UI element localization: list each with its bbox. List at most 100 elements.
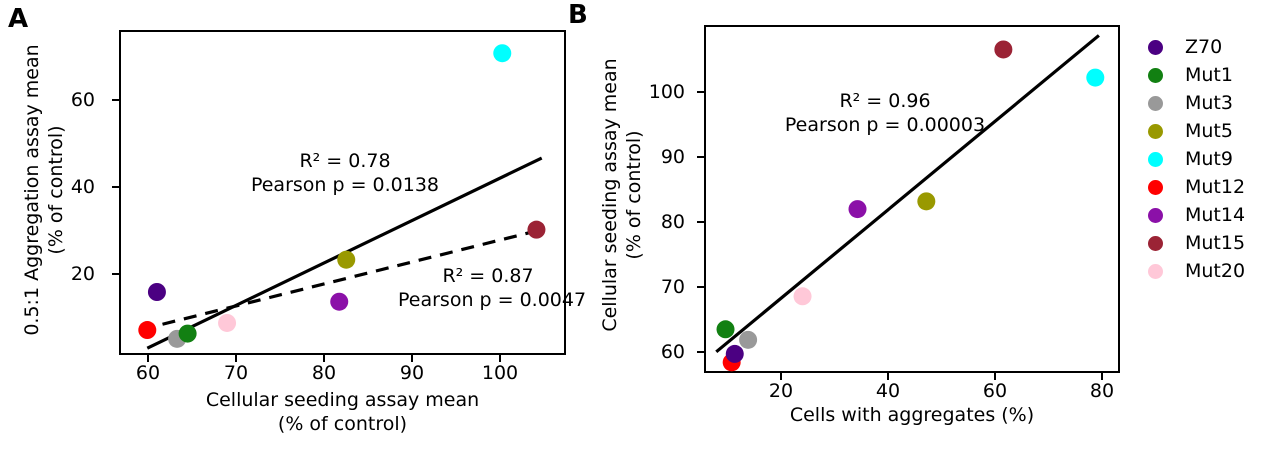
legend-item-label: Mut20 [1185, 260, 1246, 282]
panel-b-annotation: R² = 0.96 Pearson p = 0.00003 [760, 90, 1010, 138]
panel-b-annot-p: Pearson p = 0.00003 [784, 113, 986, 136]
legend-item-label: Mut15 [1185, 232, 1246, 254]
legend-item-mut20[interactable]: Mut20 [1148, 257, 1245, 285]
panel-b-ytick-3: 90 [660, 146, 685, 168]
panel-a-xtick-3: 90 [399, 362, 425, 384]
panel-b-annot-r2: R² = 0.96 [839, 90, 931, 112]
panel-a-xtick-0: 60 [135, 362, 161, 384]
panel-a-xtick-mark-0 [147, 355, 149, 362]
panel-b-plot-svg [715, 34, 1105, 372]
panel-a-annotation-solid: R² = 0.78 Pearson p = 0.0138 [230, 150, 460, 198]
legend-item-label: Mut12 [1185, 176, 1246, 198]
panel-b-ytick-1: 70 [660, 276, 685, 298]
legend-item-label: Mut14 [1185, 204, 1246, 226]
panel-a-xlabel-line2: (% of control) [277, 413, 408, 435]
data-point-mut20[interactable] [218, 313, 237, 332]
panel-b-ytick-2: 80 [660, 211, 685, 233]
panel-a-annot-dashed-r2: R² = 0.87 [442, 265, 534, 287]
legend-marker-icon [1148, 235, 1163, 251]
panel-a-xtick-1: 70 [223, 362, 249, 384]
data-point-mut9[interactable] [1086, 68, 1105, 87]
data-point-mut1[interactable] [716, 320, 735, 339]
panel-b-ytick-4: 100 [648, 81, 685, 103]
legend-item-z70[interactable]: Z70 [1148, 33, 1245, 61]
panel-b-ytick-mark-3 [697, 156, 704, 158]
panel-b-plot-area [704, 25, 1120, 373]
legend-marker-icon [1148, 263, 1163, 279]
panel-a-ytick-mark-1 [112, 186, 119, 188]
legend-marker-icon [1148, 95, 1163, 111]
legend-marker-icon [1148, 207, 1163, 223]
data-point-mut12[interactable] [138, 321, 157, 340]
data-point-mut9[interactable] [493, 44, 512, 63]
panel-b-ytick-0: 60 [660, 341, 685, 363]
panel-b-letter: B [568, 0, 588, 30]
panel-a-ytick-mark-0 [112, 273, 119, 275]
legend-item-mut5[interactable]: Mut5 [1148, 117, 1245, 145]
data-point-mut5[interactable] [917, 192, 936, 211]
panel-b-ytick-mark-4 [697, 91, 704, 93]
data-point-mut15[interactable] [994, 40, 1013, 59]
panel-a-annot-solid-r2: R² = 0.78 [299, 150, 391, 172]
data-point-mut15[interactable] [527, 220, 546, 239]
legend-item-label: Mut9 [1185, 148, 1233, 170]
panel-a-xtick-mark-2 [323, 355, 325, 362]
data-point-z70[interactable] [147, 283, 166, 301]
panel-a-letter: A [8, 4, 29, 34]
legend-item-label: Mut3 [1185, 92, 1233, 114]
legend-item-mut1[interactable]: Mut1 [1148, 61, 1245, 89]
panel-b-ytick-mark-0 [697, 351, 704, 353]
data-point-mut20[interactable] [793, 287, 812, 306]
panel-b-xlabel: Cells with aggregates (%) [789, 404, 1035, 426]
legend-marker-icon [1148, 179, 1163, 195]
legend-item-mut9[interactable]: Mut9 [1148, 145, 1245, 173]
legend-marker-icon [1148, 39, 1163, 55]
data-point-mut3[interactable] [739, 330, 758, 349]
data-point-mut14[interactable] [330, 292, 349, 311]
panel-a-xtick-4: 100 [481, 362, 519, 384]
legend-marker-icon [1148, 67, 1163, 83]
legend-item-mut3[interactable]: Mut3 [1148, 89, 1245, 117]
legend-item-label: Mut1 [1185, 64, 1233, 86]
panel-b-ytick-mark-1 [697, 286, 704, 288]
data-point-mut1[interactable] [178, 324, 197, 343]
panel-b-ytick-mark-2 [697, 221, 704, 223]
panel-a-annot-dashed-p: Pearson p = 0.0047 [398, 288, 587, 311]
panel-a-ytick-0: 20 [70, 263, 95, 285]
legend: Z70 Mut1 Mut3 Mut5 Mut9 Mut12 Mut14 Mut15 Mut20 [1148, 33, 1245, 285]
data-point-mut14[interactable] [848, 200, 867, 219]
panel-a-plot-area [119, 30, 566, 355]
panel-b-xtick-mark-1 [887, 373, 889, 380]
panel-a-xtick-2: 80 [311, 362, 337, 384]
panel-a-annot-solid-p: Pearson p = 0.0138 [250, 173, 440, 196]
panel-b-xtick-3: 80 [1089, 380, 1115, 402]
legend-item-mut15[interactable]: Mut15 [1148, 229, 1245, 257]
panel-a-ytick-2: 60 [70, 89, 95, 111]
regression-line-dashed [140, 228, 541, 332]
panel-a-xtick-mark-1 [235, 355, 237, 362]
panel-b-xtick-2: 60 [982, 380, 1008, 402]
legend-item-label: Z70 [1185, 36, 1223, 58]
panel-a-ytick-1: 40 [70, 176, 95, 198]
panel-b-ylabel-line1: Cellular seeding assay mean [599, 58, 621, 332]
legend-item-mut12[interactable]: Mut12 [1148, 173, 1245, 201]
panel-b-xtick-mark-3 [1101, 373, 1103, 380]
legend-marker-icon [1148, 151, 1163, 167]
regression-line-solid [715, 34, 1100, 354]
panel-a-xtick-mark-3 [411, 355, 413, 362]
data-point-z70[interactable] [725, 344, 744, 363]
panel-b-ylabel-line2: (% of control) [623, 130, 645, 260]
panel-a-plot-svg [138, 44, 546, 350]
legend-marker-icon [1148, 123, 1163, 139]
panel-a-ytick-mark-2 [112, 99, 119, 101]
panel-a-xlabel-line1: Cellular seeding assay mean [205, 389, 480, 411]
legend-item-label: Mut5 [1185, 120, 1233, 142]
panel-a-annotation-dashed: R² = 0.87 Pearson p = 0.0047 [398, 265, 587, 313]
panel-a-xtick-mark-4 [499, 355, 501, 362]
panel-a-ylabel-line1: 0.5:1 Aggregation assay mean [21, 44, 43, 336]
panel-b-xtick-0: 20 [768, 380, 794, 402]
panel-b-xtick-mark-2 [994, 373, 996, 380]
data-point-mut5[interactable] [337, 250, 356, 269]
legend-item-mut14[interactable]: Mut14 [1148, 201, 1245, 229]
